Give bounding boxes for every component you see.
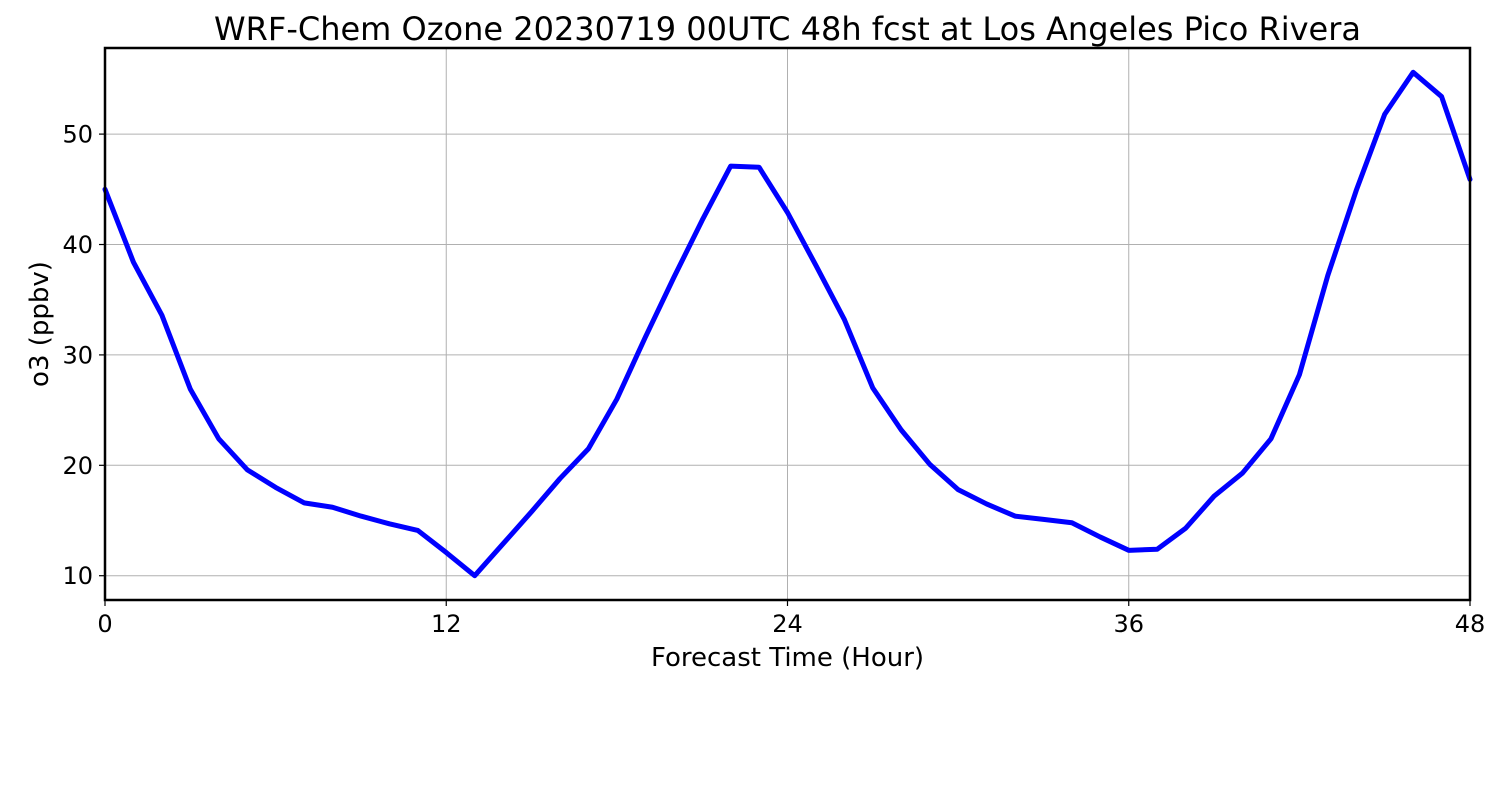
x-tick-label: 48 — [1455, 610, 1486, 638]
ticks: 0 12 24 36 48 10 20 30 40 50 — [62, 121, 1485, 638]
x-tick-label: 24 — [772, 610, 803, 638]
x-tick-label: 36 — [1113, 610, 1144, 638]
series-layer — [102, 69, 1473, 579]
ozone-series-line — [102, 69, 1473, 579]
chart-title: WRF-Chem Ozone 20230719 00UTC 48h fcst a… — [214, 10, 1361, 48]
x-axis-title: Forecast Time (Hour) — [651, 643, 924, 673]
x-tick-label: 0 — [97, 610, 112, 638]
y-tick-label: 20 — [62, 452, 93, 480]
x-tick-label: 12 — [431, 610, 462, 638]
y-tick-label: 10 — [62, 562, 93, 590]
y-tick-label: 50 — [62, 121, 93, 149]
y-tick-label: 30 — [62, 341, 93, 369]
y-axis-title: o3 (ppbv) — [25, 261, 55, 387]
grid — [104, 48, 1471, 600]
y-tick-label: 40 — [62, 231, 93, 259]
